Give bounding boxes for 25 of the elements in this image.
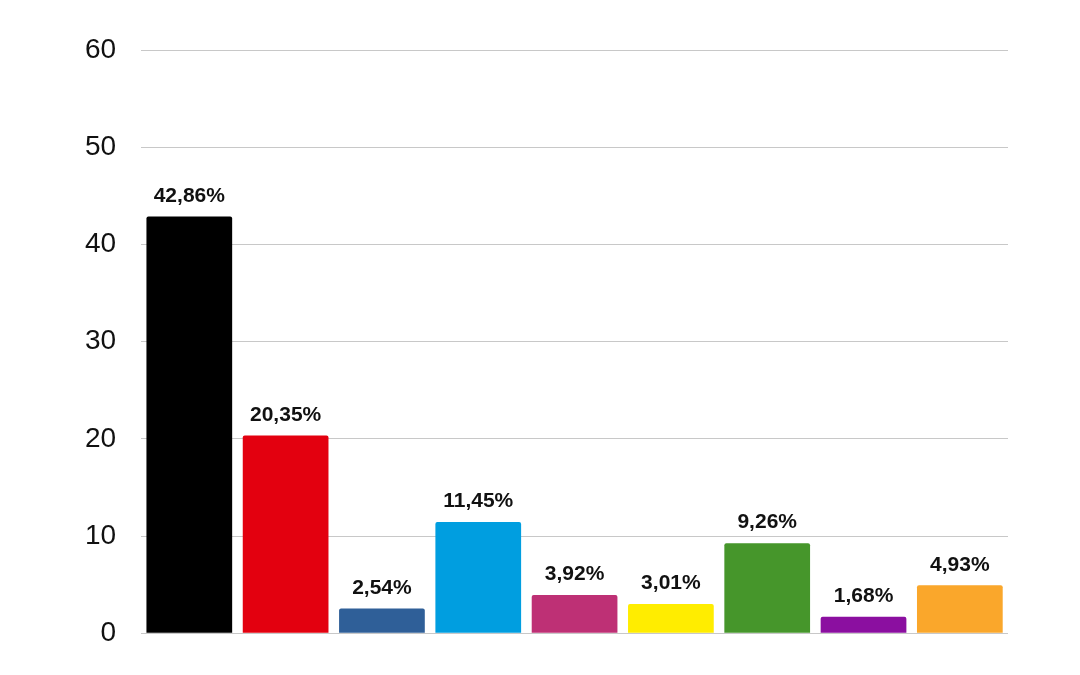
- data-label: 3,92%: [544, 561, 605, 585]
- y-tick-label: 40: [84, 227, 117, 259]
- bar: [916, 585, 1003, 633]
- bar: [146, 216, 233, 633]
- bar: [435, 521, 522, 633]
- bar: [724, 543, 811, 633]
- bar: [531, 595, 618, 633]
- bar: [820, 616, 907, 633]
- data-label: 42,86%: [153, 182, 226, 206]
- y-tick-label: 0: [100, 615, 117, 647]
- y-tick-label: 50: [84, 129, 117, 161]
- y-tick-label: 20: [84, 421, 117, 453]
- y-tick-label: 30: [84, 324, 117, 356]
- data-label: 9,26%: [737, 509, 798, 533]
- data-label: 4,93%: [930, 551, 990, 575]
- data-label: 2,54%: [352, 574, 413, 598]
- y-tick-label: 60: [84, 32, 117, 64]
- bar: [242, 435, 329, 633]
- bar: [339, 608, 425, 633]
- y-tick-label: 10: [84, 518, 117, 550]
- bar: [628, 603, 714, 633]
- data-label: 1,68%: [833, 583, 894, 607]
- data-label: 20,35%: [250, 401, 322, 425]
- data-label: 11,45%: [443, 488, 514, 512]
- data-label: 3,01%: [641, 570, 701, 594]
